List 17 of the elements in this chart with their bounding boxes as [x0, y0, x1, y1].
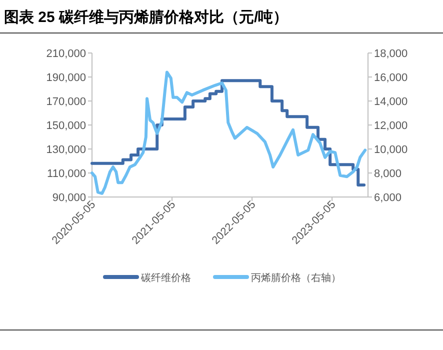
legend-label: 碳纤维价格: [140, 272, 191, 284]
y2-tick-label: 16,000: [374, 72, 408, 84]
y-tick-label: 190,000: [46, 72, 86, 84]
y-tick-label: 210,000: [46, 48, 86, 60]
y-tick-label: 150,000: [46, 120, 86, 132]
y2-tick-label: 18,000: [374, 48, 408, 60]
y2-tick-label: 6,000: [374, 192, 402, 204]
y2-tick-label: 8,000: [374, 168, 402, 180]
y2-tick-label: 14,000: [374, 96, 408, 108]
y-tick-label: 130,000: [46, 144, 86, 156]
y-tick-label: 170,000: [46, 96, 86, 108]
y2-tick-label: 10,000: [374, 144, 408, 156]
y2-tick-label: 12,000: [374, 120, 408, 132]
legend-label: 丙烯腈价格（右轴）: [251, 272, 341, 284]
y-tick-label: 110,000: [47, 168, 86, 180]
chart-title: 图表 25 碳纤维与丙烯腈价格对比（元/吨）: [4, 8, 288, 26]
y-tick-label: 90,000: [52, 192, 86, 204]
